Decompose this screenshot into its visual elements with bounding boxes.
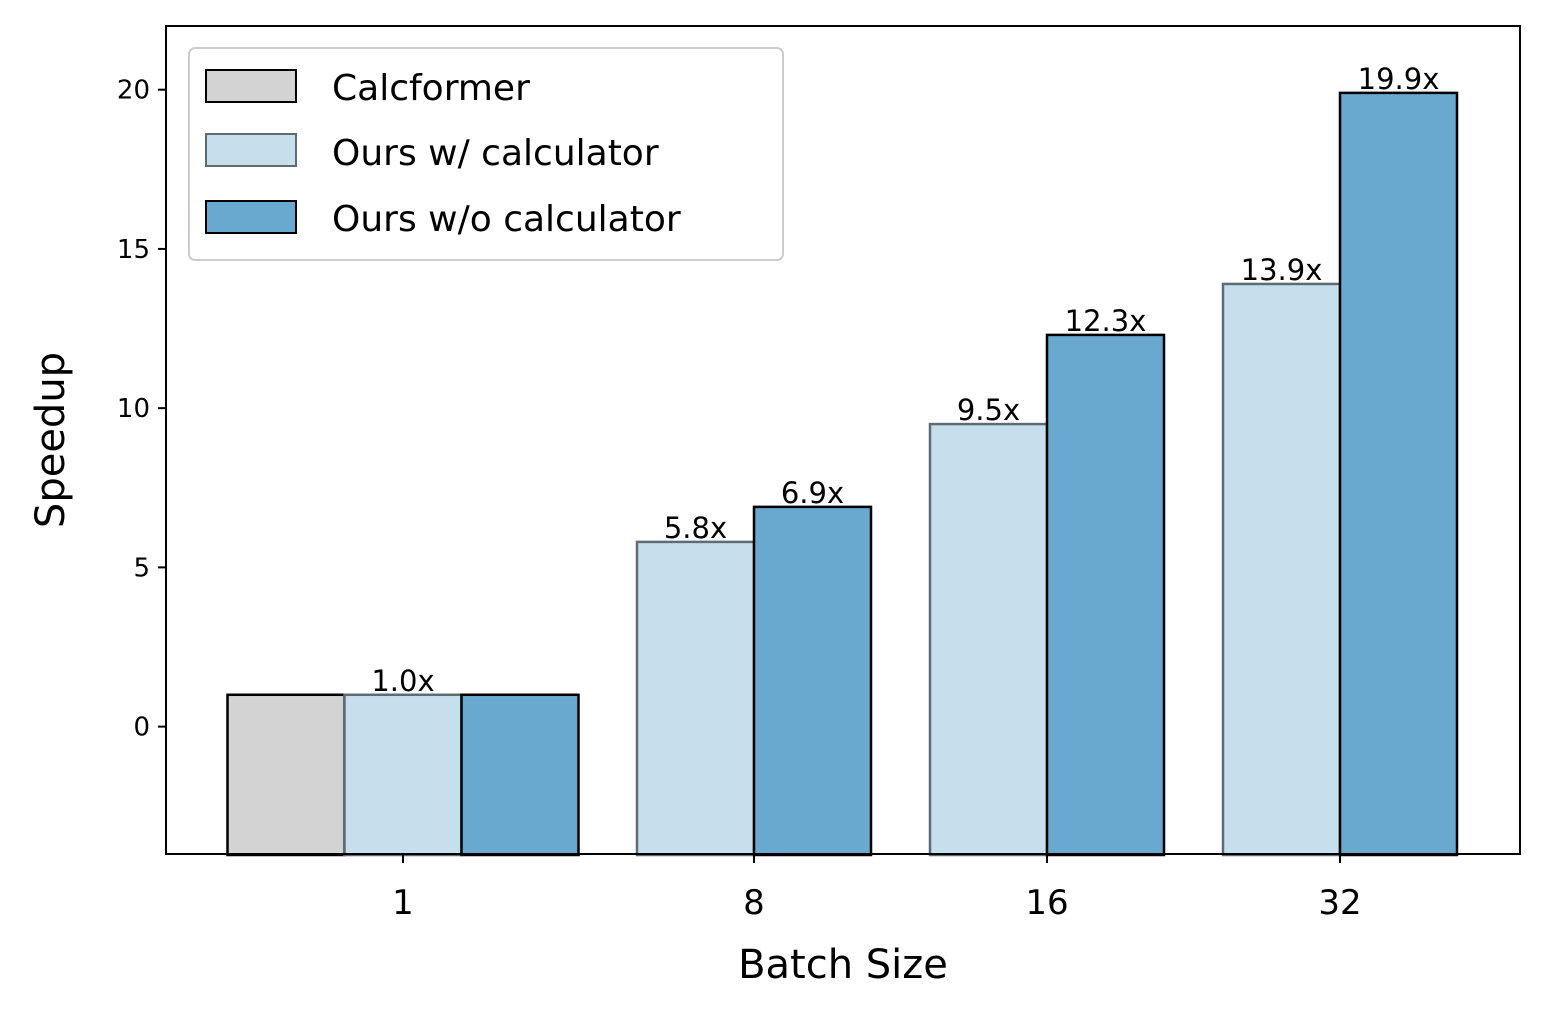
legend-label-ours-without-calculator: Ours w/o calculator [332, 199, 681, 240]
plot-frame [165, 25, 1521, 855]
x-axis: 1 8 16 32 [392, 854, 1362, 923]
y-tick-label: 5 [133, 553, 150, 583]
bar-calcformer-batch-1 [226, 693, 346, 857]
bars-layer [226, 91, 1459, 857]
y-tick-label: 10 [117, 394, 150, 424]
x-tick-label: 8 [743, 883, 765, 923]
legend-swatch-ours-with-calculator [205, 133, 297, 167]
bar-ours-wo-calculator-batch-1 [460, 693, 580, 857]
y-tick-label: 0 [133, 713, 150, 743]
bar-ours-w-calculator-batch-1 [343, 693, 463, 857]
data-label-ours-wo-calculator-batch-16: 12.3x [1065, 304, 1147, 338]
y-tick-label: 20 [117, 76, 150, 106]
y-axis: 0 5 10 15 20 [117, 76, 166, 743]
data-label-ours-w-calculator-batch-32: 13.9x [1241, 253, 1323, 287]
data-label-ours-w-calculator-batch-8: 5.8x [664, 511, 727, 545]
x-tick-label: 16 [1025, 883, 1068, 923]
y-axis-title: Speedup [28, 352, 74, 528]
data-label-ours-wo-calculator-batch-32: 19.9x [1358, 62, 1440, 96]
bar-ours-wo-calculator-batch-16 [1045, 333, 1166, 857]
bar-ours-w-calculator-batch-32 [1221, 282, 1342, 857]
bar-ours-wo-calculator-batch-8 [752, 505, 873, 857]
data-label-ours-wo-calculator-batch-8: 6.9x [781, 476, 844, 510]
bar-ours-wo-calculator-batch-32 [1338, 91, 1459, 857]
legend-swatch-calcformer [205, 69, 297, 103]
x-axis-title: Batch Size [738, 942, 948, 988]
legend-label-ours-with-calculator: Ours w/ calculator [332, 133, 659, 174]
legend-label-calcformer: Calcformer [332, 68, 530, 109]
legend-frame [188, 47, 784, 261]
legend: Calcformer Ours w/ calculator Ours w/o c… [188, 47, 784, 261]
bar-ours-w-calculator-batch-8 [635, 540, 756, 857]
x-tick-label: 32 [1318, 883, 1361, 923]
legend-swatch-ours-without-calculator [205, 200, 297, 234]
x-tick-label: 1 [392, 883, 414, 923]
data-label-ours-w-calculator-batch-1: 1.0x [371, 664, 434, 698]
data-labels-layer: 1.0x 5.8x 6.9x 9.5x 12.3x 13.9x 19.9x [371, 62, 1439, 698]
bar-ours-w-calculator-batch-16 [928, 422, 1049, 857]
data-label-ours-w-calculator-batch-16: 9.5x [957, 393, 1020, 427]
y-tick-label: 15 [117, 235, 150, 265]
